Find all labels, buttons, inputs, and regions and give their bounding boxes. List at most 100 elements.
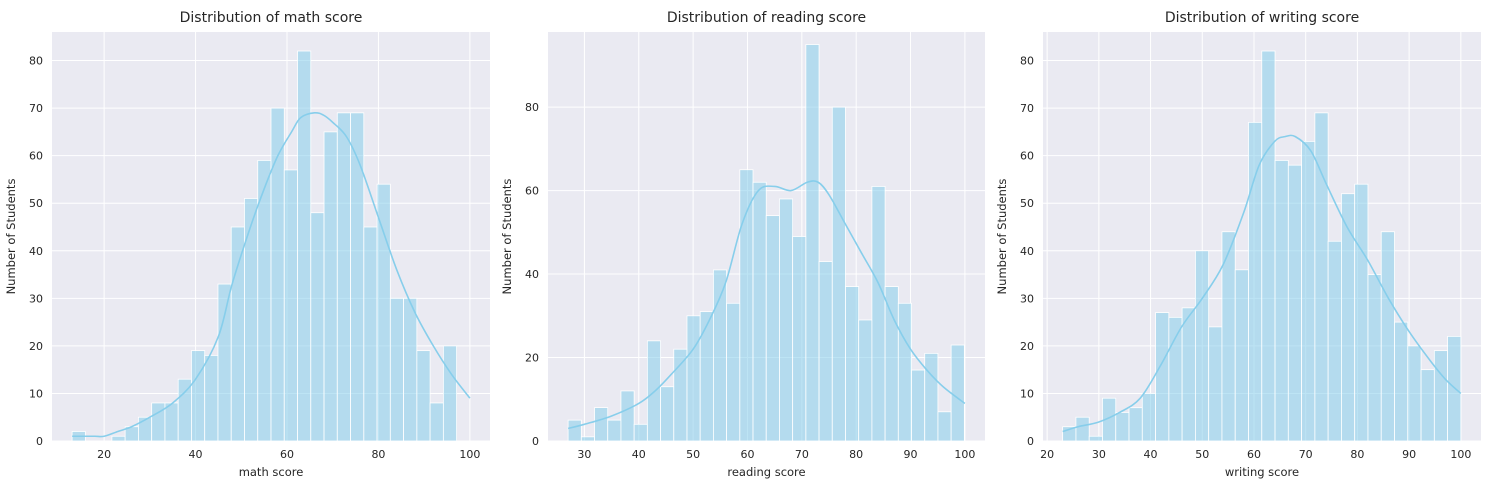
histogram-bar: [607, 419, 622, 442]
histogram-bar: [1075, 416, 1090, 442]
histogram-bar: [191, 350, 206, 442]
histogram-bar: [1194, 250, 1210, 442]
x-tick-label: 40: [189, 448, 203, 461]
kde-curve: [72, 111, 471, 438]
histogram-bar: [1327, 240, 1342, 442]
histogram-bar: [779, 198, 794, 442]
chart-title: Distribution of reading score: [667, 10, 866, 26]
histogram-bar: [1168, 316, 1183, 442]
histogram-bar: [403, 297, 418, 442]
histogram-bar: [297, 50, 312, 442]
x-tick-label: 60: [280, 448, 294, 461]
histogram-bar: [1341, 193, 1356, 442]
histogram-bar: [1261, 50, 1276, 442]
histogram-bar: [1433, 350, 1449, 442]
y-tick-label: 0: [1027, 435, 1034, 448]
histogram-bar: [151, 402, 166, 442]
y-tick-label: 40: [29, 245, 43, 258]
x-tick-label: 50: [1195, 448, 1209, 461]
x-tick-label: 60: [740, 448, 754, 461]
y-tick-label: 10: [1020, 387, 1034, 400]
histogram-bar: [911, 369, 926, 442]
histogram-bar: [1234, 269, 1249, 442]
histogram-bar: [897, 302, 912, 442]
kde-curve: [1062, 134, 1462, 433]
y-tick-label: 50: [29, 197, 43, 210]
y-tick-label: 70: [1020, 102, 1034, 115]
histogram-bar: [1248, 121, 1263, 442]
x-tick-label: 80: [849, 448, 863, 461]
histogram-bar: [633, 423, 648, 442]
histogram-bar: [442, 345, 458, 442]
histogram-bar: [858, 319, 873, 442]
histogram-bar: [177, 378, 192, 442]
histogram-bar: [283, 169, 298, 442]
histogram-bar: [350, 112, 365, 442]
x-tick-label: 60: [1247, 448, 1261, 461]
histogram-bar: [594, 407, 609, 442]
x-tick-label: 50: [686, 448, 700, 461]
y-tick-label: 60: [525, 185, 539, 198]
y-axis-label: Number of Students: [500, 179, 514, 295]
y-tick-label: 80: [29, 55, 43, 68]
histogram-bar: [363, 226, 378, 442]
histogram-bar: [726, 302, 741, 442]
x-tick-label: 100: [1450, 448, 1471, 461]
histogram-bar: [752, 181, 767, 442]
histogram-bar: [244, 198, 259, 442]
histogram-bar: [831, 106, 846, 442]
histogram-bar: [429, 402, 444, 442]
y-tick-label: 10: [29, 387, 43, 400]
histogram-bar: [1394, 321, 1409, 442]
histogram-bar: [699, 311, 714, 442]
kde-curve: [567, 180, 966, 430]
y-tick-label: 30: [1020, 292, 1034, 305]
y-tick-label: 80: [1020, 55, 1034, 68]
y-tick-label: 50: [1020, 197, 1034, 210]
histogram-bar: [1367, 274, 1382, 442]
histogram-bar: [1287, 164, 1302, 442]
histogram-bar: [1420, 369, 1435, 442]
chart-panel: 20 40 60 80 100 0 10 20 30 40 50 60 70 80 Distribution…: [4, 10, 490, 479]
x-tick-label: 100: [954, 448, 975, 461]
histogram-bar: [871, 186, 886, 442]
histogram-bar: [1088, 435, 1103, 442]
histogram-bar: [164, 402, 179, 442]
y-tick-label: 80: [525, 101, 539, 114]
histogram-bar: [567, 419, 582, 442]
histogram-bar: [217, 283, 232, 442]
histogram-bar: [950, 344, 965, 442]
histogram-bar: [580, 436, 595, 442]
histogram-bar: [1208, 326, 1223, 442]
x-tick-label: 20: [1040, 448, 1054, 461]
x-tick-label: 80: [371, 448, 385, 461]
histogram-bar: [1155, 312, 1170, 442]
y-tick-label: 20: [525, 352, 539, 365]
x-tick-label: 80: [1350, 448, 1364, 461]
histogram-bar: [620, 390, 635, 442]
histogram-bar: [792, 236, 807, 442]
y-tick-label: 20: [29, 340, 43, 353]
x-tick-label: 40: [632, 448, 646, 461]
histogram-bar: [1274, 160, 1289, 442]
y-tick-label: 60: [29, 150, 43, 163]
histogram-bar: [376, 183, 391, 442]
x-tick-label: 40: [1144, 448, 1158, 461]
histogram-bar: [805, 44, 820, 442]
x-tick-label: 90: [904, 448, 918, 461]
histogram-bar: [1407, 345, 1422, 442]
histogram-bar: [673, 348, 688, 442]
histogram-bar: [310, 212, 325, 442]
y-tick-label: 70: [29, 102, 43, 115]
y-tick-label: 0: [532, 435, 539, 448]
histogram-bar: [924, 352, 939, 442]
x-axis-label: reading score: [727, 465, 805, 479]
histogram-bar: [416, 350, 431, 442]
y-tick-label: 0: [36, 435, 43, 448]
histogram-bar: [686, 315, 701, 442]
chart-title: Distribution of math score: [180, 10, 363, 26]
chart-title: Distribution of writing score: [1165, 10, 1359, 26]
y-tick-label: 20: [1020, 340, 1034, 353]
histogram-bar: [1380, 231, 1395, 442]
